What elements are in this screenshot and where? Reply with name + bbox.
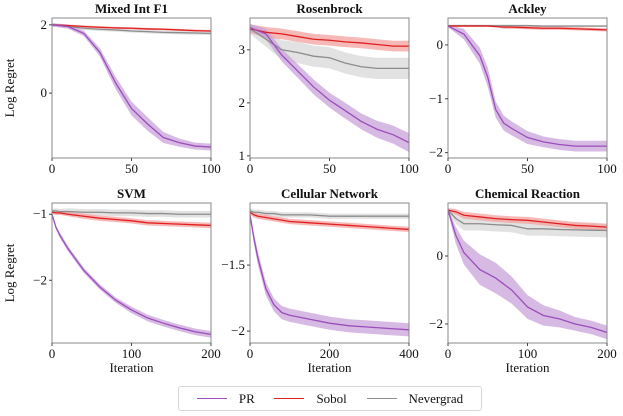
sobol-line — [448, 209, 607, 228]
panel-title: Mixed Int F1 — [95, 1, 168, 16]
pr-line-swatch-icon — [196, 398, 227, 399]
sobol-line — [52, 211, 211, 227]
panel-mixed-int-f1: Mixed Int F1 0 50 100 0 2 Log Regret — [2, 1, 221, 176]
x-tick-label: 200 — [201, 346, 221, 361]
x-tick-label: 100 — [399, 161, 419, 176]
y-tick-label: 1 — [239, 148, 246, 163]
legend-label-nevergrad: Nevergrad — [408, 390, 464, 406]
x-tick-label: 100 — [518, 346, 538, 361]
panel-rosenbrock: Rosenbrock 0 50 100 1 2 3 — [239, 1, 419, 176]
y-tick-label: −2 — [231, 323, 245, 338]
pr-line — [250, 214, 409, 331]
panel-ackley: Ackley 0 50 100 −2 −1 0 — [429, 1, 617, 176]
sobol-line-swatch-icon — [274, 398, 305, 399]
x-tick-label: 0 — [445, 346, 452, 361]
y-tick-label: 2 — [239, 95, 246, 110]
sobol-line — [250, 27, 409, 47]
y-tick-label: −2 — [33, 272, 47, 287]
y-tick-label: 0 — [437, 248, 444, 263]
x-tick-label: 200 — [320, 346, 340, 361]
pr-line — [52, 24, 211, 148]
legend-item-nevergrad: Nevergrad — [366, 390, 464, 407]
pr-line — [250, 26, 409, 144]
pr-band — [52, 212, 211, 338]
x-tick-label: 400 — [399, 346, 419, 361]
nevergrad-line — [250, 210, 409, 217]
legend-item-sobol: Sobol — [274, 390, 347, 407]
pr-line — [52, 214, 211, 336]
y-tick-label: 2 — [41, 17, 48, 32]
nevergrad-line-swatch-icon — [366, 398, 397, 399]
y-tick-label: 0 — [437, 37, 444, 52]
pr-band — [448, 25, 607, 152]
x-tick-label: 200 — [597, 346, 617, 361]
y-tick-label: 3 — [239, 42, 246, 57]
x-axis-label: Iteration — [109, 360, 154, 375]
legend-item-pr: PR — [196, 390, 255, 407]
panel-title: SVM — [117, 186, 146, 201]
axes-frame — [51, 17, 212, 159]
y-axis-label: Log Regret — [2, 58, 17, 117]
x-tick-label: 50 — [323, 161, 336, 176]
y-tick-label: −2 — [429, 316, 443, 331]
pr-band — [250, 24, 409, 153]
nevergrad-band — [250, 23, 409, 79]
nevergrad-line — [250, 28, 409, 70]
nevergrad-line — [52, 24, 211, 35]
nevergrad-line — [448, 209, 607, 232]
sobol-band — [250, 24, 409, 52]
sobol-band — [448, 25, 607, 32]
legend-label-sobol: Sobol — [316, 390, 347, 406]
x-tick-label: 0 — [247, 346, 254, 361]
panel-svm: SVM 0 100 200 −2 −1 Iteration Log Regret — [2, 186, 221, 375]
y-tick-label: −2 — [429, 145, 443, 160]
pr-band — [52, 23, 211, 151]
x-tick-label: 0 — [49, 346, 56, 361]
sobol-line — [250, 211, 409, 231]
panel-title: Chemical Reaction — [475, 186, 581, 201]
x-tick-label: 100 — [201, 161, 221, 176]
x-tick-label: 0 — [49, 161, 56, 176]
panel-title: Ackley — [508, 1, 547, 16]
y-tick-label: 0 — [41, 85, 48, 100]
x-tick-label: 50 — [125, 161, 138, 176]
pr-line — [448, 209, 607, 334]
nevergrad-line — [52, 210, 211, 215]
legend: PR Sobol Nevergrad — [178, 386, 482, 411]
panel-title: Cellular Network — [281, 186, 379, 201]
x-tick-label: 0 — [445, 161, 452, 176]
y-tick-label: −1.5 — [221, 257, 245, 272]
sobol-line — [52, 24, 211, 32]
y-axis-label: Log Regret — [2, 243, 17, 302]
pr-band — [250, 212, 409, 337]
pr-line — [448, 25, 607, 147]
panel-title: Rosenbrock — [296, 1, 363, 16]
x-tick-label: 100 — [597, 161, 617, 176]
y-tick-label: −1 — [33, 206, 47, 221]
pr-band — [448, 208, 607, 340]
x-tick-label: 100 — [122, 346, 142, 361]
x-axis-label: Iteration — [505, 360, 550, 375]
x-tick-label: 50 — [521, 161, 534, 176]
legend-label-pr: PR — [238, 390, 255, 406]
panel-cellular-network: Cellular Network 0 200 400 −2 −1.5 Iteration — [221, 186, 418, 375]
y-tick-label: −1 — [429, 91, 443, 106]
x-tick-label: 0 — [247, 161, 254, 176]
sobol-line — [448, 25, 607, 31]
x-axis-label: Iteration — [307, 360, 352, 375]
